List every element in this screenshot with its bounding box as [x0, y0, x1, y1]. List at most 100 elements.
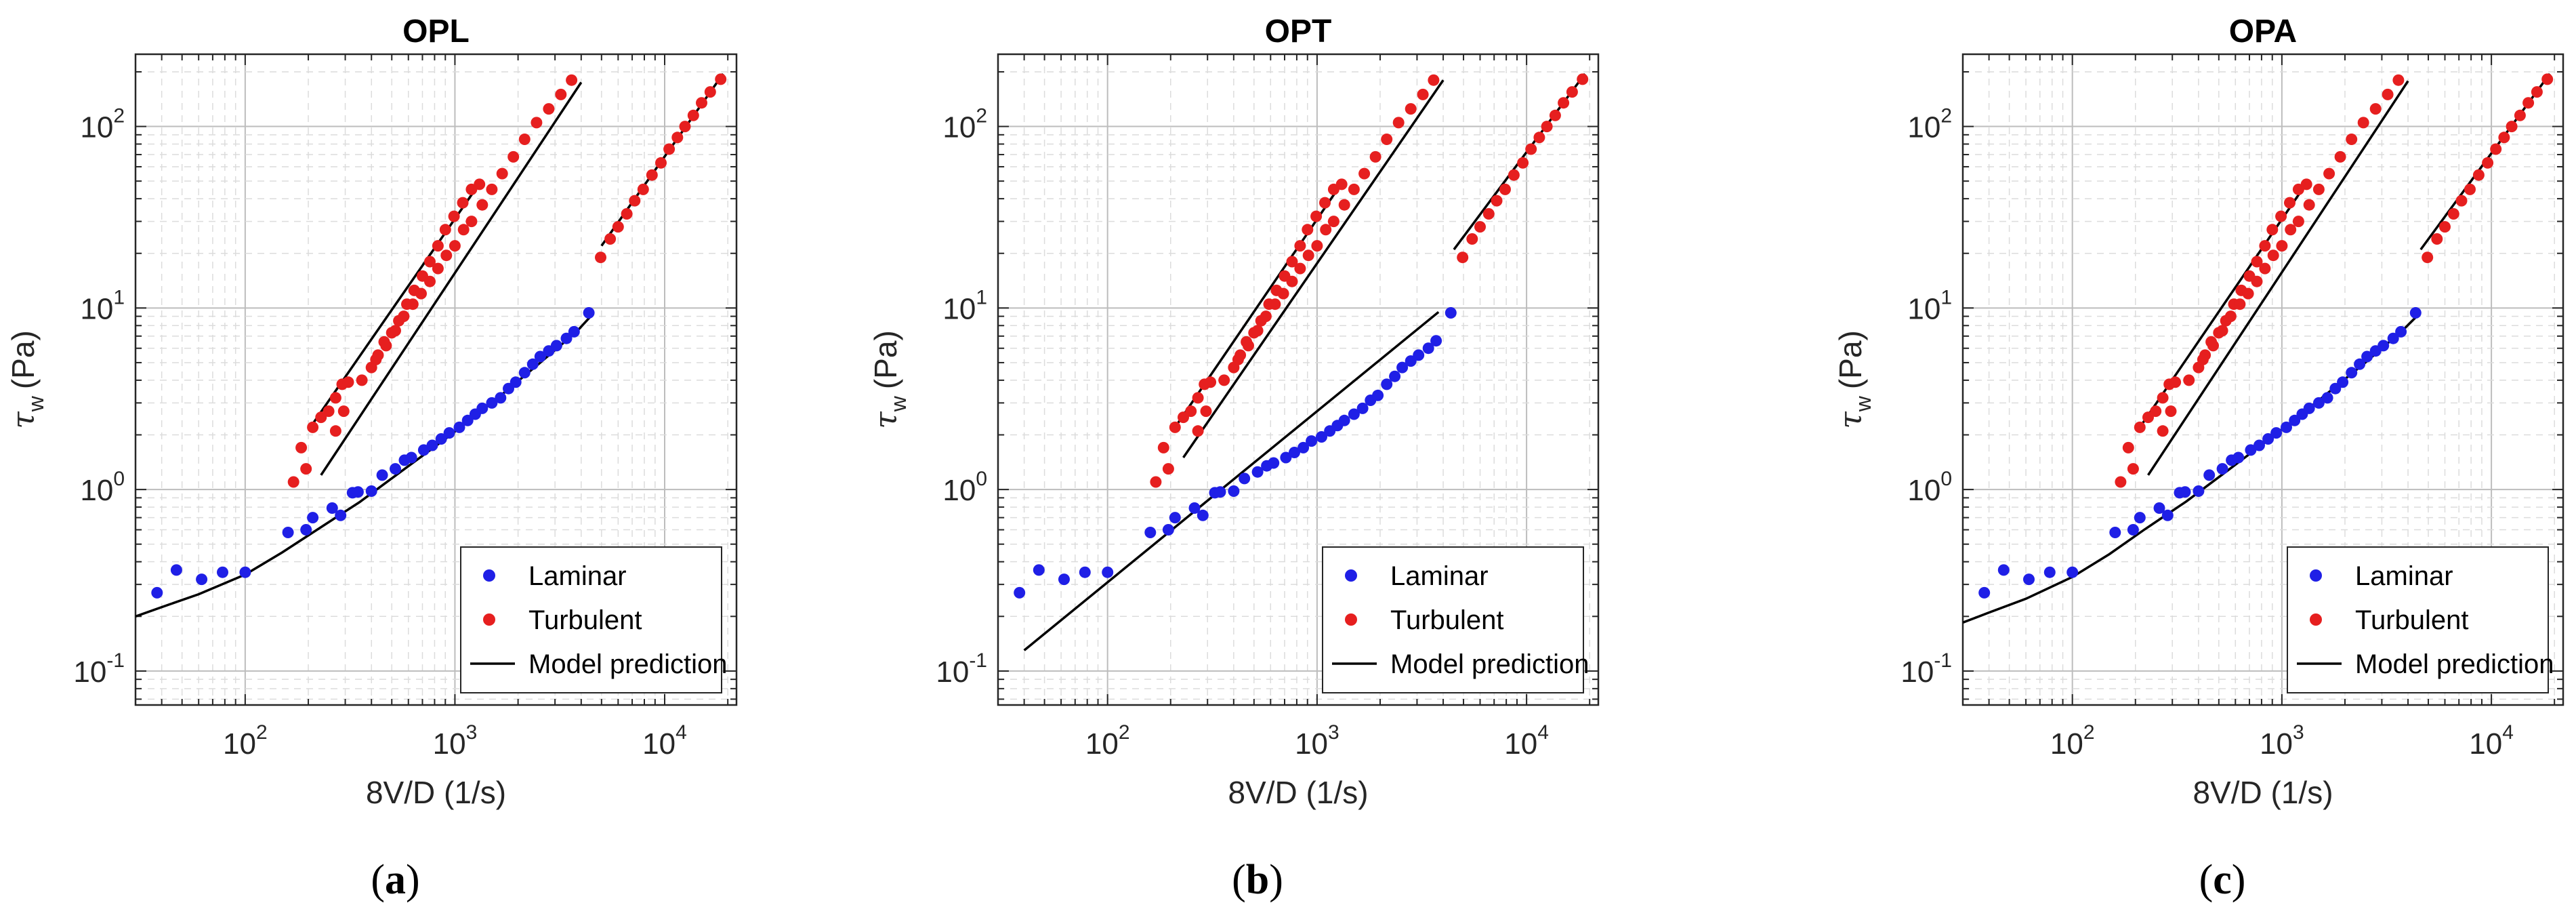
turbulent-point	[2490, 143, 2502, 155]
turbulent-point	[457, 224, 470, 236]
turbulent-point	[2122, 441, 2134, 454]
series-laminar	[151, 307, 595, 599]
turbulent-point	[604, 233, 617, 245]
laminar-point	[476, 402, 489, 414]
turbulent-point	[1320, 224, 1332, 236]
legend-marker-turbulent	[2310, 613, 2322, 626]
series-turbulent	[2115, 73, 2554, 488]
turbulent-point	[2346, 134, 2358, 145]
panel-caption: (c)	[2199, 857, 2246, 903]
turbulent-point	[1466, 233, 1478, 245]
y-tick-label: 100	[942, 468, 987, 507]
turbulent-point	[1269, 298, 1281, 310]
turbulent-point	[300, 463, 312, 475]
tick-marks	[135, 54, 736, 705]
laminar-point	[1058, 573, 1070, 586]
data-layer	[1963, 73, 2554, 624]
turbulent-point	[2285, 224, 2297, 236]
turbulent-point	[342, 376, 354, 388]
laminar-point	[2153, 502, 2165, 514]
laminar-point	[1014, 586, 1026, 599]
turbulent-point	[2251, 256, 2263, 268]
model-prediction-line	[1023, 310, 1440, 651]
turbulent-point	[2115, 476, 2127, 488]
legend-box	[460, 546, 722, 693]
turbulent-point	[2303, 199, 2315, 211]
turbulent-point	[2259, 262, 2271, 275]
turbulent-point	[629, 195, 641, 207]
turbulent-point	[2300, 178, 2312, 190]
turbulent-point	[439, 224, 451, 236]
model-prediction-line	[1963, 315, 2418, 624]
turbulent-point	[696, 97, 707, 109]
laminar-point	[1413, 349, 1425, 361]
laminar-point	[2179, 486, 2191, 498]
turbulent-point	[1243, 340, 1254, 352]
turbulent-point	[1310, 210, 1323, 222]
turbulent-point	[646, 169, 658, 181]
turbulent-point	[1335, 178, 1348, 190]
laminar-point	[1356, 402, 1369, 414]
turbulent-point	[1417, 88, 1429, 100]
turbulent-point	[1558, 97, 1570, 109]
laminar-point	[326, 502, 338, 514]
laminar-point	[2232, 451, 2245, 464]
laminar-point	[1316, 431, 1327, 443]
turbulent-point	[370, 353, 382, 365]
legend-entry: Laminar	[1390, 561, 1489, 591]
turbulent-point	[1251, 325, 1264, 337]
turbulent-point	[687, 109, 699, 121]
panel-caption: (a)	[371, 857, 419, 903]
turbulent-point	[1533, 132, 1545, 144]
turbulent-point	[465, 216, 478, 228]
turbulent-point	[2275, 210, 2287, 222]
laminar-point	[1079, 566, 1091, 578]
series-laminar	[1978, 307, 2422, 599]
turbulent-point	[432, 240, 444, 252]
laminar-point	[335, 509, 347, 521]
turbulent-point	[407, 298, 419, 310]
turbulent-point	[329, 392, 341, 404]
laminar-point	[1280, 451, 1292, 464]
turbulent-point	[1499, 183, 1511, 195]
turbulent-point	[424, 256, 436, 268]
turbulent-point	[1405, 103, 1417, 115]
x-tick-label: 102	[1085, 721, 1130, 761]
turbulent-point	[2514, 109, 2526, 121]
x-axis-label: 8V/D (1/s)	[1228, 775, 1368, 810]
turbulent-point	[2422, 251, 2434, 264]
x-tick-label: 104	[2469, 721, 2514, 761]
laminar-point	[534, 350, 546, 363]
y-axis-label: τw(Pa)	[5, 330, 48, 428]
tick-marks	[1962, 54, 2563, 705]
laminar-point	[435, 433, 447, 445]
turbulent-point	[637, 183, 649, 195]
turbulent-point	[2312, 183, 2325, 195]
laminar-point	[1162, 524, 1174, 536]
turbulent-point	[2197, 353, 2209, 365]
turbulent-point	[432, 262, 444, 275]
chart-panel-c: 102 103 104 10-1 100 101 102 OPA 8V/D (1/s) τw(Pa…	[1832, 14, 2564, 903]
turbulent-point	[457, 197, 469, 209]
laminar-point	[1251, 466, 1264, 478]
legend-entry: Turbulent	[1390, 605, 1504, 635]
turbulent-point	[1294, 240, 1306, 252]
y-tick-label: 10-1	[73, 649, 125, 689]
turbulent-point	[2234, 298, 2246, 310]
turbulent-point	[337, 405, 350, 418]
turbulent-point	[621, 208, 633, 220]
model-prediction-line	[320, 81, 583, 476]
turbulent-point	[595, 251, 606, 264]
laminar-point	[1197, 509, 1209, 521]
laminar-point	[2262, 433, 2274, 445]
turbulent-point	[2464, 183, 2476, 195]
data-layer	[1014, 73, 1589, 651]
laminar-point	[2346, 367, 2358, 379]
turbulent-point	[1157, 441, 1169, 454]
turbulent-point	[1192, 425, 1204, 437]
turbulent-point	[1566, 86, 1578, 98]
turbulent-point	[2431, 233, 2443, 245]
laminar-point	[2289, 414, 2301, 426]
laminar-point	[2337, 376, 2349, 388]
turbulent-point	[486, 183, 498, 195]
